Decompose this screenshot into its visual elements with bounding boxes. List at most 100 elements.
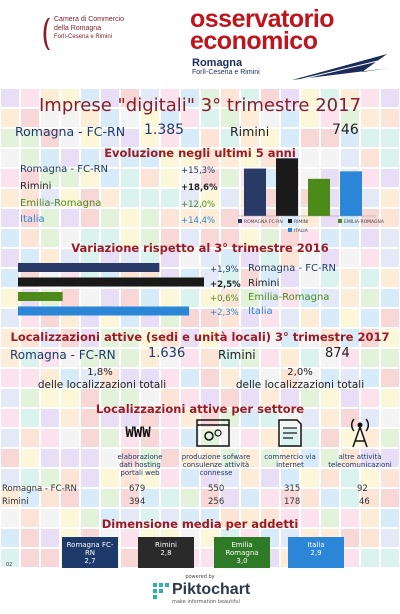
- dimensione-box-emilia-value: 3,0: [236, 557, 248, 565]
- footer: powered by Piktochart make information b…: [0, 568, 400, 614]
- piktochart-brand: Piktochart: [172, 581, 251, 598]
- evo-legend-label: RIMINI: [294, 219, 308, 225]
- evo-legend-label: ROMAGNA FC-RN: [244, 219, 283, 225]
- sector-label-3: altre attività telecomunicazioni: [328, 453, 392, 469]
- loc-rimini-label: Rimini: [218, 348, 256, 362]
- camera-commercio-mark-icon: [43, 18, 50, 50]
- page-title: Imprese "digitali" 3° trimestre 2017: [38, 95, 362, 116]
- variazione-bar: [18, 292, 63, 301]
- evo-bar: [276, 158, 298, 216]
- dimensione-box-rimini: Rimini 2,8: [138, 537, 194, 570]
- sector-label-1: produzione sofware consulenze attività c…: [181, 453, 251, 477]
- oe-word1: osservatorio: [190, 5, 335, 33]
- camera-commercio-logo: Camera di Commercio della Romagna Forlì-…: [40, 16, 160, 56]
- evo-bar: [244, 168, 266, 216]
- dimensione-box-italia: Italia 2,9: [288, 537, 344, 570]
- cc-logo-line2: della Romagna: [54, 25, 102, 32]
- evo-row-romagna-value: +15,3%: [181, 166, 216, 176]
- evoluzione-bar-chart: ROMAGNA FC-RN RIMINI EMILIA-ROMAGNA ITALIA: [238, 158, 385, 234]
- shopping-cart-icon: [278, 419, 302, 447]
- background-veil: [0, 88, 400, 568]
- cc-logo-line1: Camera di Commercio: [54, 16, 125, 23]
- settori-rimini-3: 46: [359, 497, 370, 507]
- evo-row-italia-label: Italia: [20, 214, 45, 225]
- settori-rimini-1: 256: [208, 497, 225, 507]
- variazione-bar: [18, 277, 204, 287]
- cc-logo-line3: Forlì-Cesena e Rimini: [54, 34, 113, 40]
- var-row-italia-value: +2,3%: [210, 308, 239, 318]
- dimensione-box-romagna: Romagna FC-RN 2,7: [62, 537, 118, 570]
- settori-row-rimini-label: Rimini: [2, 497, 29, 507]
- oe-sub2: Forlì-Cesena e Rimini: [192, 69, 260, 76]
- oe-swoosh-icon: [292, 54, 390, 80]
- evo-bar: [308, 178, 330, 216]
- loc-romagna-share-caption: delle localizzazioni totali: [37, 379, 167, 391]
- powered-by-text: powered by: [185, 574, 215, 580]
- dimensione-box-rimini-value: 2,8: [160, 549, 172, 557]
- settori-row-romagna-label: Romagna - FC-RN: [2, 484, 77, 494]
- var-row-romagna-value: +1,9%: [210, 265, 239, 275]
- sector-label-0: elaborazione dati hosting portali web: [117, 453, 163, 477]
- settori-romagna-0: 679: [129, 484, 146, 494]
- antenna-icon: [350, 418, 370, 448]
- variazione-bar: [18, 263, 160, 272]
- oe-word2: economico: [190, 27, 318, 55]
- evo-bar: [340, 171, 362, 216]
- dimensione-box-italia-label: Italia: [307, 541, 325, 549]
- evo-row-romagna-label: Romagna - FC-RN: [20, 164, 109, 175]
- loc-romagna-share: 1,8%: [87, 367, 113, 378]
- total-romagna-label: Romagna - FC-RN: [15, 124, 126, 139]
- evo-legend-label: EMILIA-ROMAGNA: [344, 219, 385, 225]
- evo-row-emilia-label: Emilia-Romagna: [20, 198, 102, 209]
- evo-row-emilia-value: +12,0%: [181, 200, 216, 210]
- oe-sub1: Romagna: [192, 57, 243, 69]
- sector-label-2: commercio via internet: [264, 453, 316, 469]
- var-row-rimini-value: +2,5%: [210, 280, 241, 290]
- www-icon: WWW: [112, 420, 164, 446]
- var-row-rimini-label: Rimini: [248, 278, 280, 289]
- loc-romagna-label: Romagna - FC-RN: [10, 348, 116, 362]
- dimensione-box-rimini-label: Rimini: [155, 541, 177, 549]
- evo-legend-swatch: [338, 219, 342, 223]
- settori-romagna-2: 315: [284, 484, 301, 494]
- total-rimini-label: Rimini: [230, 124, 270, 139]
- dimensione-box-emilia-label: Emilia Romagna: [225, 541, 259, 557]
- var-row-italia-label: Italia: [248, 306, 273, 317]
- settori-romagna-1: 550: [208, 484, 225, 494]
- evoluzione-heading: Evoluzione negli ultimi 5 anni: [104, 146, 296, 160]
- evo-legend-swatch: [288, 228, 292, 232]
- loc-romagna-value: 1.636: [148, 346, 186, 361]
- variazione-bar-chart: [18, 263, 204, 316]
- var-row-emilia-label: Emilia-Romagna: [248, 292, 330, 303]
- evo-legend-label: ITALIA: [294, 228, 309, 234]
- page-number: 02: [6, 562, 13, 568]
- total-romagna-value: 1.385: [144, 122, 185, 138]
- settori-rimini-2: 178: [284, 497, 301, 507]
- localizzazioni-heading: Localizzazioni attive (sedi e unità loca…: [10, 330, 390, 344]
- var-row-emilia-value: +0,6%: [210, 294, 239, 304]
- total-rimini-value: 746: [332, 122, 359, 138]
- osservatorio-economico-logo: osservatorio economico Romagna Forlì-Ces…: [190, 5, 390, 77]
- www-icon-glyph: WWW: [125, 425, 151, 441]
- dimensione-box-emilia: Emilia Romagna 3,0: [214, 537, 270, 570]
- piktochart-logo-icon: [153, 583, 169, 599]
- piktochart-tagline: make information beautiful: [172, 599, 240, 605]
- settori-romagna-3: 92: [357, 484, 368, 494]
- variazione-bar: [18, 306, 190, 316]
- evo-row-italia-value: +14,4%: [181, 216, 216, 226]
- evo-row-rimini-label: Rimini: [20, 181, 52, 192]
- settori-rimini-0: 394: [129, 497, 146, 507]
- loc-rimini-share-caption: delle localizzazioni totali: [235, 379, 365, 391]
- gears-window-icon: [196, 419, 230, 447]
- dimensione-box-romagna-value: 2,7: [84, 557, 96, 565]
- settori-heading: Localizzazioni attive per settore: [95, 402, 305, 416]
- dimensione-heading: Dimensione media per addetti: [101, 517, 299, 531]
- variazione-heading: Variazione rispetto al 3° trimestre 2016: [71, 241, 329, 255]
- header: Camera di Commercio della Romagna Forlì-…: [0, 0, 400, 88]
- loc-rimini-value: 874: [325, 346, 350, 361]
- evo-legend-swatch: [238, 219, 242, 223]
- loc-rimini-share: 2,0%: [287, 367, 313, 378]
- evo-row-rimini-value: +18,6%: [181, 183, 218, 193]
